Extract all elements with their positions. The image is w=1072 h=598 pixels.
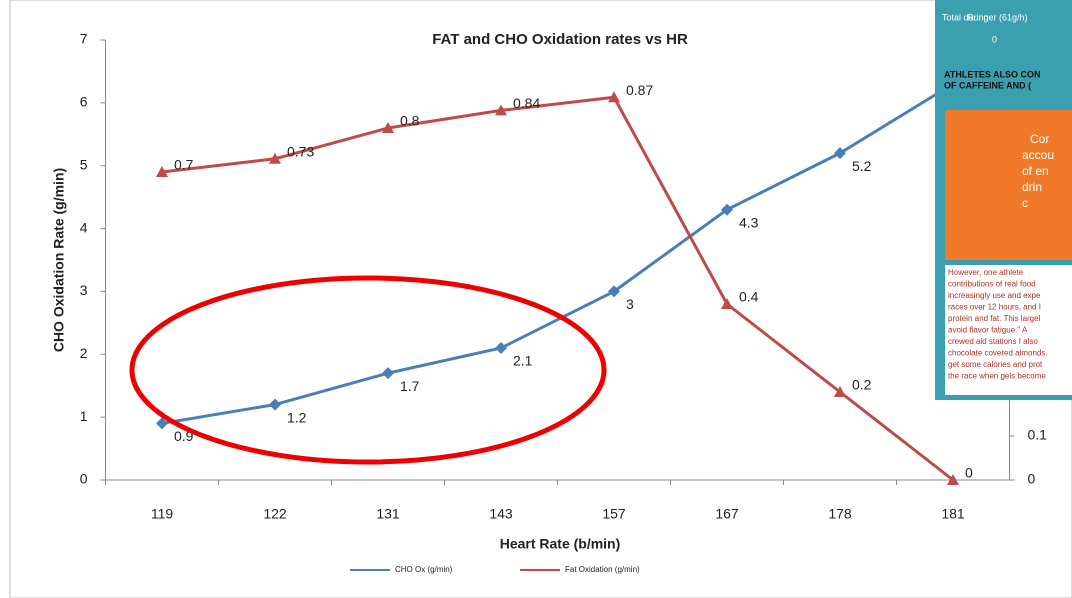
- data-label: 5.2: [852, 158, 872, 174]
- legend-label: CHO Ox (g/min): [395, 565, 453, 574]
- data-label: 1.2: [287, 409, 307, 425]
- data-label: 0.8: [400, 113, 420, 129]
- y-tick-label: 0: [80, 471, 88, 487]
- overlay-paragraph: However, one athlete: [948, 268, 1024, 277]
- overlay-box-text: of en: [1022, 164, 1049, 178]
- overlay-paragraph: get some calories and prot: [948, 360, 1043, 369]
- overlay-paragraph: chocolate covered almonds.: [948, 349, 1048, 358]
- overlay-box: [945, 110, 1072, 260]
- y2-tick-label: 0: [1028, 471, 1036, 487]
- data-label: 0.2: [852, 377, 872, 393]
- chart-title: FAT and CHO Oxidation rates vs HR: [432, 31, 688, 48]
- overlay-box-text: Cor: [1030, 132, 1049, 146]
- data-label: 0: [965, 465, 973, 481]
- y-tick-label: 2: [80, 345, 88, 361]
- overlay-paragraph: increasingly use and expe: [948, 291, 1041, 300]
- x-tick-label: 131: [376, 506, 400, 522]
- overlay-text: 0: [992, 34, 997, 44]
- legend-label: Fat Oxidation (g/min): [565, 565, 640, 574]
- overlay-paragraph: races over 12 hours, and I: [948, 303, 1041, 312]
- data-label: 0.84: [513, 95, 540, 111]
- overlay-headline: ATHLETES ALSO CON: [944, 69, 1041, 79]
- overlay-headline: OF CAFFEINE AND (: [944, 80, 1031, 90]
- overlay-text: Runner (61g/h): [967, 12, 1028, 22]
- y-tick-label: 4: [80, 219, 88, 235]
- x-tick-label: 167: [715, 506, 739, 522]
- y-tick-label: 7: [80, 31, 88, 47]
- data-label: 0.73: [287, 144, 314, 160]
- y-axis-label: CHO Oxidation Rate (g/min): [51, 168, 67, 352]
- chart: FAT and CHO Oxidation rates vs HR Heart …: [0, 0, 1072, 598]
- y-tick-label: 5: [80, 156, 88, 172]
- x-tick-label: 143: [489, 506, 513, 522]
- y-tick-label: 3: [80, 282, 88, 298]
- overlay-paragraph: the race when gels become: [948, 372, 1046, 381]
- x-tick-label: 119: [151, 506, 174, 522]
- overlay-box-text: drin: [1022, 180, 1042, 194]
- data-label: 3: [626, 296, 634, 312]
- y-tick-label: 6: [80, 94, 88, 110]
- data-label: 1.7: [400, 378, 420, 394]
- data-label: 2.1: [513, 353, 533, 369]
- overlay-box-text: accou: [1022, 148, 1054, 162]
- y-tick-label: 1: [80, 408, 88, 424]
- overlay-paragraph: avoid flavor fatigue." A: [948, 326, 1028, 335]
- data-label: 4.3: [739, 214, 759, 230]
- data-label: 0.87: [626, 82, 653, 98]
- x-tick-label: 178: [828, 506, 852, 522]
- overlay-paragraph: crewed aid stations I also: [948, 337, 1038, 346]
- overlay-box-text: c: [1022, 196, 1028, 210]
- x-axis-label: Heart Rate (b/min): [500, 536, 621, 552]
- data-label: 0.4: [739, 289, 759, 305]
- data-label: 0.7: [174, 157, 194, 173]
- x-tick-label: 181: [941, 506, 965, 522]
- overlay-paragraph: contributions of real food: [948, 280, 1036, 289]
- x-tick-label: 122: [263, 506, 287, 522]
- y2-tick-label: 0.1: [1028, 427, 1048, 443]
- overlay-paragraph: protein and fat. This largel: [948, 314, 1041, 323]
- x-tick-label: 157: [602, 506, 626, 522]
